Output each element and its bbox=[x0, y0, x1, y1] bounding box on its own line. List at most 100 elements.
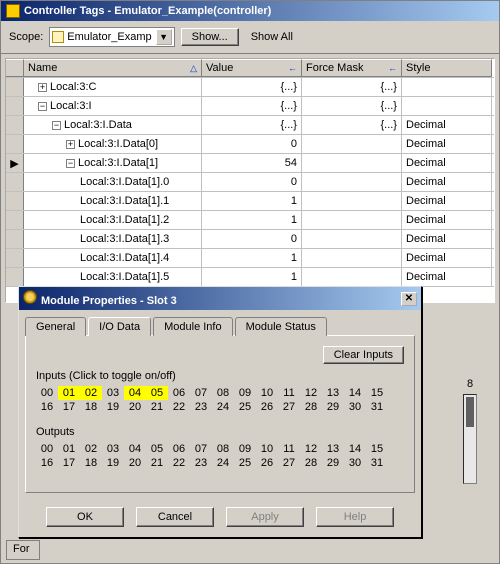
force-cell[interactable]: {...} bbox=[302, 78, 402, 96]
bit-18[interactable]: 18 bbox=[80, 456, 102, 470]
bit-07[interactable]: 07 bbox=[190, 442, 212, 456]
name-cell[interactable]: Local:3:I.Data[1].3 bbox=[24, 230, 202, 248]
bit-10[interactable]: 10 bbox=[256, 386, 278, 400]
bit-15[interactable]: 15 bbox=[366, 386, 388, 400]
side-scrollbar[interactable] bbox=[463, 394, 477, 484]
bit-09[interactable]: 09 bbox=[234, 442, 256, 456]
bit-25[interactable]: 25 bbox=[234, 400, 256, 414]
bit-01[interactable]: 01 bbox=[58, 442, 80, 456]
value-cell[interactable]: 1 bbox=[202, 268, 302, 286]
col-header-force[interactable]: Force Mask ← bbox=[302, 59, 402, 77]
bit-07[interactable]: 07 bbox=[190, 386, 212, 400]
tab-module-info[interactable]: Module Info bbox=[153, 317, 232, 336]
table-row[interactable]: ▶−Local:3:I.Data[1]54Decimal bbox=[6, 154, 494, 173]
style-cell[interactable]: Decimal bbox=[402, 135, 492, 153]
bit-20[interactable]: 20 bbox=[124, 400, 146, 414]
bit-10[interactable]: 10 bbox=[256, 442, 278, 456]
bit-06[interactable]: 06 bbox=[168, 386, 190, 400]
tab-module-status[interactable]: Module Status bbox=[235, 317, 327, 336]
bit-22[interactable]: 22 bbox=[168, 400, 190, 414]
name-cell[interactable]: Local:3:I.Data[1].0 bbox=[24, 173, 202, 191]
tab-general[interactable]: General bbox=[25, 317, 86, 336]
col-header-name[interactable]: Name △ bbox=[24, 59, 202, 77]
bit-24[interactable]: 24 bbox=[212, 456, 234, 470]
table-row[interactable]: Local:3:I.Data[1].30Decimal bbox=[6, 230, 494, 249]
force-cell[interactable] bbox=[302, 249, 402, 267]
sort-icon[interactable]: △ bbox=[190, 63, 197, 74]
bit-26[interactable]: 26 bbox=[256, 456, 278, 470]
bit-01[interactable]: 01 bbox=[58, 386, 80, 400]
style-cell[interactable]: Decimal bbox=[402, 211, 492, 229]
bit-00[interactable]: 00 bbox=[36, 442, 58, 456]
bit-30[interactable]: 30 bbox=[344, 400, 366, 414]
bit-16[interactable]: 16 bbox=[36, 456, 58, 470]
force-cell[interactable] bbox=[302, 268, 402, 286]
bit-18[interactable]: 18 bbox=[80, 400, 102, 414]
value-cell[interactable]: {...} bbox=[202, 116, 302, 134]
expand-icon[interactable]: ← bbox=[388, 63, 397, 73]
value-cell[interactable]: 0 bbox=[202, 230, 302, 248]
value-cell[interactable]: 54 bbox=[202, 154, 302, 172]
expand-icon[interactable]: + bbox=[66, 140, 75, 149]
style-cell[interactable]: Decimal bbox=[402, 173, 492, 191]
value-cell[interactable]: 1 bbox=[202, 211, 302, 229]
table-row[interactable]: Local:3:I.Data[1].11Decimal bbox=[6, 192, 494, 211]
apply-button[interactable]: Apply bbox=[226, 507, 304, 527]
bit-27[interactable]: 27 bbox=[278, 400, 300, 414]
bit-16[interactable]: 16 bbox=[36, 400, 58, 414]
style-cell[interactable]: Decimal bbox=[402, 249, 492, 267]
col-header-style[interactable]: Style bbox=[402, 59, 492, 77]
style-cell[interactable]: Decimal bbox=[402, 154, 492, 172]
bit-19[interactable]: 19 bbox=[102, 456, 124, 470]
name-cell[interactable]: −Local:3:I bbox=[24, 97, 202, 115]
bit-17[interactable]: 17 bbox=[58, 400, 80, 414]
style-cell[interactable]: Decimal bbox=[402, 116, 492, 134]
value-cell[interactable]: 0 bbox=[202, 135, 302, 153]
value-cell[interactable]: {...} bbox=[202, 97, 302, 115]
force-cell[interactable]: {...} bbox=[302, 97, 402, 115]
bit-14[interactable]: 14 bbox=[344, 442, 366, 456]
table-row[interactable]: Local:3:I.Data[1].00Decimal bbox=[6, 173, 494, 192]
close-icon[interactable]: ✕ bbox=[401, 292, 417, 306]
bit-04[interactable]: 04 bbox=[124, 442, 146, 456]
col-header-value[interactable]: Value ← bbox=[202, 59, 302, 77]
bit-30[interactable]: 30 bbox=[344, 456, 366, 470]
name-cell[interactable]: Local:3:I.Data[1].5 bbox=[24, 268, 202, 286]
tab-i-o-data[interactable]: I/O Data bbox=[88, 317, 151, 336]
table-row[interactable]: +Local:3:C{...}{...} bbox=[6, 78, 494, 97]
bit-08[interactable]: 08 bbox=[212, 442, 234, 456]
table-row[interactable]: +Local:3:I.Data[0]0Decimal bbox=[6, 135, 494, 154]
name-cell[interactable]: +Local:3:C bbox=[24, 78, 202, 96]
force-cell[interactable] bbox=[302, 135, 402, 153]
name-cell[interactable]: Local:3:I.Data[1].4 bbox=[24, 249, 202, 267]
ok-button[interactable]: OK bbox=[46, 507, 124, 527]
collapse-icon[interactable]: − bbox=[52, 121, 61, 130]
name-cell[interactable]: Local:3:I.Data[1].1 bbox=[24, 192, 202, 210]
style-cell[interactable] bbox=[402, 97, 492, 115]
value-cell[interactable]: {...} bbox=[202, 78, 302, 96]
table-row[interactable]: Local:3:I.Data[1].21 Decimal bbox=[6, 211, 494, 230]
scope-dropdown[interactable]: Emulator_Examp ▼ bbox=[49, 27, 174, 47]
name-cell[interactable]: Local:3:I.Data[1].2 bbox=[24, 211, 202, 229]
clear-inputs-button[interactable]: Clear Inputs bbox=[323, 346, 404, 364]
style-cell[interactable]: Decimal bbox=[402, 192, 492, 210]
bit-06[interactable]: 06 bbox=[168, 442, 190, 456]
bit-05[interactable]: 05 bbox=[146, 442, 168, 456]
bit-28[interactable]: 28 bbox=[300, 400, 322, 414]
force-cell[interactable]: {...} bbox=[302, 116, 402, 134]
bit-11[interactable]: 11 bbox=[278, 386, 300, 400]
expand-icon[interactable]: ← bbox=[288, 63, 297, 73]
bit-13[interactable]: 13 bbox=[322, 386, 344, 400]
table-row[interactable]: Local:3:I.Data[1].41 Decimal bbox=[6, 249, 494, 268]
force-cell[interactable] bbox=[302, 154, 402, 172]
table-row[interactable]: −Local:3:I.Data{...}{...}Decimal bbox=[6, 116, 494, 135]
bit-29[interactable]: 29 bbox=[322, 400, 344, 414]
collapse-icon[interactable]: − bbox=[66, 159, 75, 168]
chevron-down-icon[interactable]: ▼ bbox=[156, 29, 172, 45]
bit-09[interactable]: 09 bbox=[234, 386, 256, 400]
expand-icon[interactable]: + bbox=[38, 83, 47, 92]
bit-08[interactable]: 08 bbox=[212, 386, 234, 400]
bit-03[interactable]: 03 bbox=[102, 442, 124, 456]
value-cell[interactable]: 1 bbox=[202, 249, 302, 267]
bit-23[interactable]: 23 bbox=[190, 456, 212, 470]
